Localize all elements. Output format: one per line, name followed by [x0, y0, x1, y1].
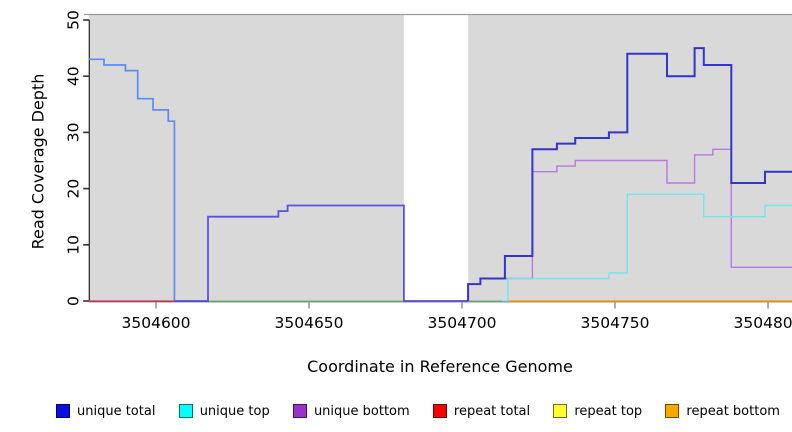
unshaded-region — [403, 14, 469, 301]
y-tick-label: 20 — [65, 179, 83, 199]
legend-item-repeat-bottom: repeat bottom — [665, 404, 780, 419]
legend-label: repeat total — [453, 403, 531, 419]
legend-item-repeat-total: repeat total — [432, 403, 531, 419]
legend-item-unique-total: unique total — [56, 404, 155, 419]
legend-item-repeat-top: repeat top — [553, 404, 642, 419]
y-tick-label: 30 — [65, 123, 83, 143]
x-tick-label: 3504600 — [122, 314, 191, 332]
y-tick-label: 50 — [65, 10, 83, 30]
legend-swatch-icon — [665, 404, 680, 418]
x-tick-label: 3504750 — [581, 314, 650, 332]
legend-label: unique top — [199, 403, 270, 419]
legend-label: repeat bottom — [686, 403, 780, 419]
y-tick-label: 40 — [65, 66, 83, 86]
legend-item-unique-bottom: unique bottom — [292, 403, 410, 419]
unique-total-left-line — [88, 58, 176, 301]
legend-label: unique total — [77, 403, 156, 419]
x-tick-label: 3504650 — [275, 314, 344, 332]
legend-swatch-icon — [178, 404, 193, 418]
unique-total-right-line — [467, 47, 792, 301]
unique-top-line — [501, 193, 792, 302]
legend-swatch-icon — [56, 404, 70, 418]
y-tick-label: 10 — [65, 235, 83, 255]
legend-swatch-icon — [553, 404, 568, 418]
chart-legend: unique total unique top unique bottom repea… — [56, 398, 780, 424]
y-tick-label: 0 — [65, 296, 83, 306]
legend-swatch-icon — [432, 404, 447, 418]
y-axis-title: Read Coverage Depth — [28, 73, 48, 250]
legend-label: repeat top — [574, 403, 643, 419]
unique-total-mid-line — [174, 204, 469, 302]
x-tick-label: 3504700 — [428, 314, 497, 332]
legend-label: unique bottom — [313, 403, 410, 419]
legend-swatch-icon — [292, 404, 307, 418]
x-axis-title: Coordinate in Reference Genome — [307, 357, 573, 376]
legend-item-unique-top: unique top — [178, 403, 270, 419]
